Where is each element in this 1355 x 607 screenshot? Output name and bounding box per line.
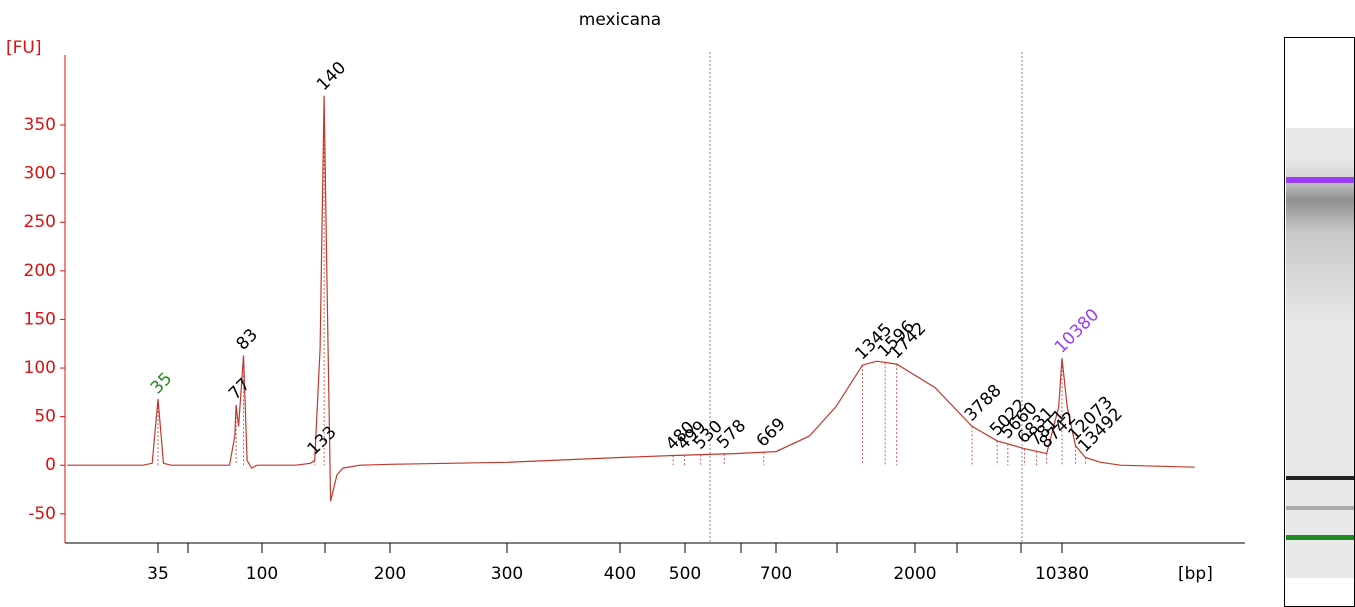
x-tick-label: 300 xyxy=(491,564,523,584)
peak-label: 10380 xyxy=(1051,305,1103,357)
x-tick-label: 700 xyxy=(760,564,792,584)
y-tick-label: 300 xyxy=(24,164,56,184)
x-tick-label: 10380 xyxy=(1035,564,1089,584)
gel-band xyxy=(1286,535,1354,540)
x-tick-label: 200 xyxy=(374,564,406,584)
peak-label: 578 xyxy=(713,416,750,453)
y-tick-label: 0 xyxy=(45,455,56,475)
y-tick-label: 350 xyxy=(24,115,56,135)
y-tick-label: -50 xyxy=(28,504,56,524)
peak-label: 669 xyxy=(753,414,790,451)
gel-band xyxy=(1286,177,1354,183)
y-axis-label: [FU] xyxy=(6,38,42,58)
gel-smear xyxy=(1286,160,1354,320)
peak-label: 35 xyxy=(147,369,176,398)
minor-ticks xyxy=(187,543,1022,553)
peak-label: 77 xyxy=(225,375,254,404)
gel-lane xyxy=(1284,37,1355,607)
y-tick-label: 100 xyxy=(24,358,56,378)
y-tick-label: 200 xyxy=(24,261,56,281)
x-tick-label: 400 xyxy=(604,564,636,584)
y-tick-label: 250 xyxy=(24,212,56,232)
gel-band xyxy=(1286,506,1354,510)
gel-band xyxy=(1286,476,1354,480)
peak-label: 140 xyxy=(313,58,350,95)
peak-label: 133 xyxy=(304,422,341,459)
peak-label: 83 xyxy=(232,325,261,354)
x-tick-label: 2000 xyxy=(893,564,936,584)
y-tick-label: 150 xyxy=(24,309,56,329)
x-tick-label: 500 xyxy=(669,564,701,584)
chart-title: mexicana xyxy=(579,10,661,30)
x-axis-label: [bp] xyxy=(1178,564,1213,584)
y-tick-label: 50 xyxy=(34,407,56,427)
x-tick-label: 100 xyxy=(246,564,278,584)
x-tick-label: 35 xyxy=(147,564,169,584)
